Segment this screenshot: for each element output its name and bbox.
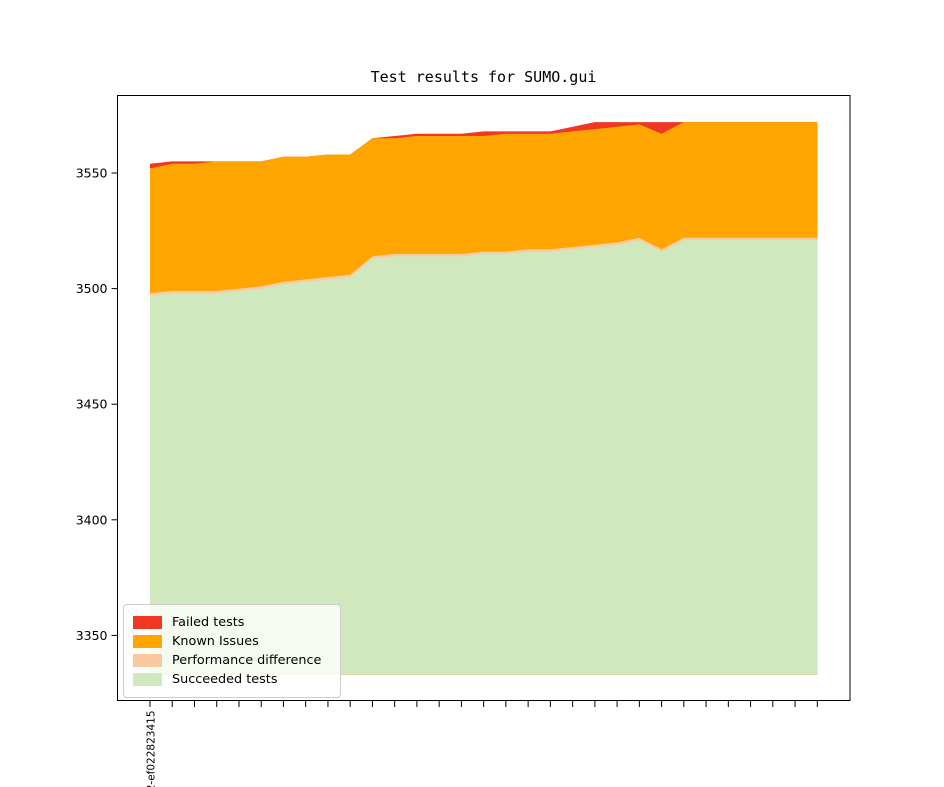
chart-title: Test results for SUMO.gui — [370, 68, 597, 86]
legend-item-performance-difference: Performance difference — [133, 652, 331, 669]
y-tick-label-3500: 3500 — [76, 281, 108, 296]
legend: Failed tests Known Issues Performance di… — [123, 604, 341, 698]
x-tick-label-first: 2-ef022823415 — [146, 711, 158, 787]
y-tick-label-3550: 3550 — [76, 166, 108, 181]
succeeded-tests-swatch — [133, 673, 162, 686]
legend-item-failed-tests: Failed tests — [133, 614, 331, 631]
performance-difference-swatch — [133, 654, 162, 667]
legend-label: Performance difference — [172, 653, 322, 668]
legend-item-succeeded-tests: Succeeded tests — [133, 671, 331, 688]
y-tick-label-3450: 3450 — [76, 397, 108, 412]
legend-item-known-issues: Known Issues — [133, 633, 331, 650]
failed-tests-swatch — [133, 616, 162, 629]
legend-label: Succeeded tests — [172, 672, 278, 687]
legend-label: Known Issues — [172, 634, 259, 649]
area-succeeded-tests — [150, 240, 818, 675]
y-tick-label-3400: 3400 — [76, 512, 108, 527]
known-issues-swatch — [133, 635, 162, 648]
y-tick-label-3350: 3350 — [76, 628, 108, 643]
legend-label: Failed tests — [172, 615, 245, 630]
